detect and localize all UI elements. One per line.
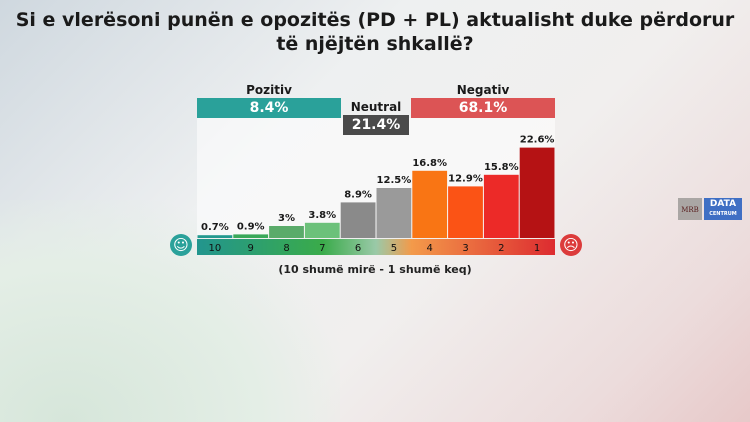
bar-10 xyxy=(197,235,233,238)
category-tick-label: 6 xyxy=(355,243,361,254)
category-tick-label: 3 xyxy=(462,243,468,254)
category-tick-label: 9 xyxy=(248,243,254,254)
title-line-1: Si e vlerësoni punën e opozitës (PD + PL… xyxy=(15,9,735,31)
category-tick-label: 7 xyxy=(319,243,325,254)
bar-chart: 0.7% 10 0.9% 9 3% 8 3.8% 7 8.9% 6 12.5% 5 16.8% 4 12.9… xyxy=(197,135,555,255)
category-tick-label: 5 xyxy=(391,243,397,254)
data-logo-text: DATA xyxy=(709,199,737,209)
category-tick-label: 1 xyxy=(534,243,540,254)
bar-value-label: 3% xyxy=(278,213,295,224)
bar-6 xyxy=(340,202,376,238)
bar-8 xyxy=(269,226,304,238)
bar-value-label: 0.9% xyxy=(237,221,265,232)
mrb-logo: MRB xyxy=(678,198,702,220)
positive-total: 8.4% xyxy=(197,98,341,118)
neutral-total: 21.4% xyxy=(343,115,409,135)
title-line-2: të njëjtën shkallë? xyxy=(276,33,474,55)
scale-note: (10 shumë mirë - 1 shumë keq) xyxy=(278,263,472,276)
neutral-label: Neutral xyxy=(350,100,402,114)
logos: MRB DATA CENTRUM xyxy=(678,198,742,220)
bar-value-label: 16.8% xyxy=(412,158,447,169)
category-tick-label: 2 xyxy=(498,243,504,254)
bar-value-label: 3.8% xyxy=(308,210,336,221)
smiley-icon: ☺ xyxy=(170,234,192,256)
bar-1 xyxy=(519,147,555,238)
bar-2 xyxy=(483,174,519,238)
bar-3 xyxy=(448,186,483,238)
bar-5 xyxy=(376,188,412,238)
bar-7 xyxy=(304,222,340,238)
bar-value-label: 8.9% xyxy=(344,189,372,200)
bar-9 xyxy=(233,234,269,238)
centrum-logo-text: CENTRUM xyxy=(709,211,737,217)
bar-value-label: 0.7% xyxy=(201,222,229,233)
bar-value-label: 12.5% xyxy=(377,175,412,186)
negative-total: 68.1% xyxy=(411,98,555,118)
category-tick-label: 4 xyxy=(427,243,433,254)
data-centrum-logo: DATA CENTRUM xyxy=(704,198,742,220)
bar-value-label: 22.6% xyxy=(520,135,555,146)
category-tick-label: 10 xyxy=(209,243,222,254)
chart-title: Si e vlerësoni punën e opozitës (PD + PL… xyxy=(0,8,750,56)
bar-value-label: 15.8% xyxy=(484,162,519,173)
bar-4 xyxy=(412,170,448,238)
bar-value-label: 12.9% xyxy=(448,173,483,184)
negative-label: Negativ xyxy=(456,83,510,97)
scale-axis xyxy=(197,239,555,255)
positive-label: Pozitiv xyxy=(246,83,292,97)
frown-icon: ☹ xyxy=(560,234,582,256)
category-tick-label: 8 xyxy=(283,243,289,254)
